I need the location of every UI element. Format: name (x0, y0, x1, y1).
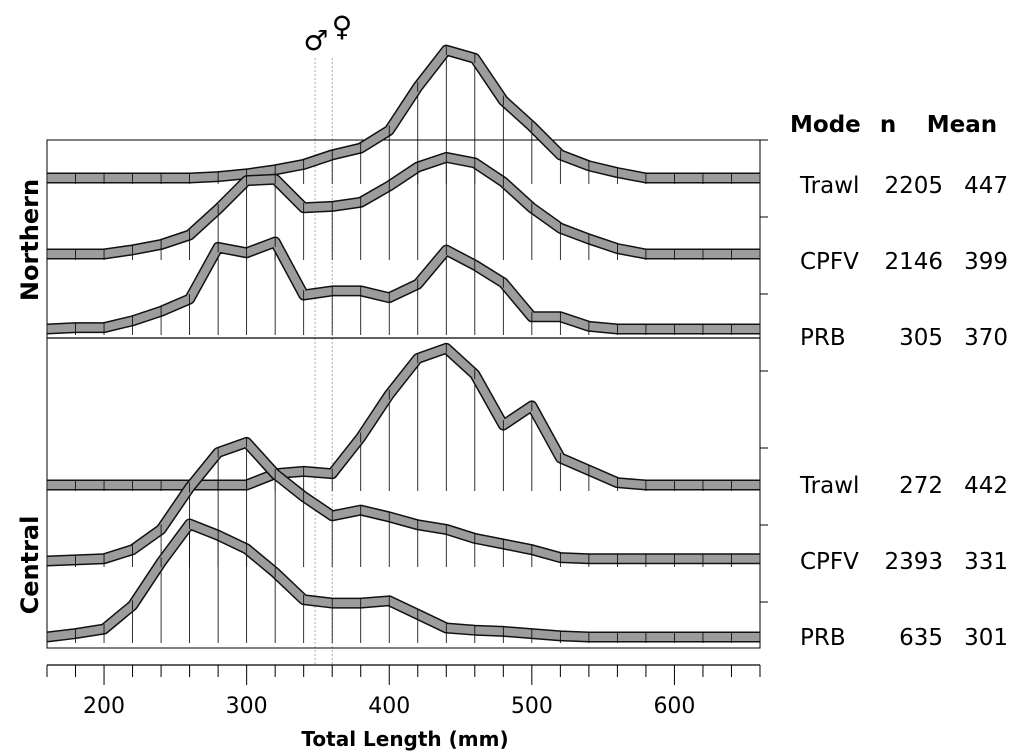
region-label-northern: Northern (16, 179, 44, 301)
series-band-fill (46, 520, 760, 641)
series-northern-cpfv (46, 151, 761, 260)
series-northern-prb (46, 236, 761, 335)
x-tick-label: 200 (83, 694, 125, 719)
series-band-fill (47, 46, 760, 182)
panel-frames (46, 139, 768, 649)
plot-frame (46, 139, 761, 649)
series-table: Mode n Mean Trawl 2205 447 CPFV 2146 399 PRB 30… (790, 112, 1008, 651)
table-mean: 301 (964, 625, 1008, 651)
table-n: 2393 (884, 549, 943, 575)
series-central-trawl (46, 342, 761, 491)
table-mode: CPFV (800, 249, 859, 275)
table-mean: 370 (964, 325, 1008, 351)
series-bands (46, 44, 761, 643)
table-n: 2146 (884, 249, 943, 275)
series-band-outline (47, 342, 760, 491)
series-band-fill (47, 153, 760, 258)
series-band-fill (47, 344, 760, 489)
table-mode: CPFV (800, 549, 859, 575)
table-n: 272 (899, 473, 943, 499)
table-n: 2205 (884, 173, 943, 199)
region-label-central: Central (16, 516, 44, 615)
series-band-fill (46, 238, 760, 333)
x-tick-label: 500 (511, 694, 553, 719)
header-mean: Mean (927, 112, 997, 138)
x-tick-label: 300 (226, 694, 268, 719)
series-central-cpfv (46, 436, 761, 567)
table-mode: PRB (800, 625, 846, 651)
table-mean: 399 (964, 249, 1008, 275)
table-mean: 442 (964, 473, 1008, 499)
x-tick-label: 600 (653, 694, 695, 719)
series-central-prb (46, 518, 761, 643)
table-mode: Trawl (799, 473, 859, 499)
series-band-outline (46, 436, 760, 567)
table-n: 305 (899, 325, 943, 351)
table-mean: 331 (964, 549, 1008, 575)
x-tick-label: 400 (368, 694, 410, 719)
table-mode: PRB (800, 325, 846, 351)
male-symbol: ♂ (303, 24, 328, 57)
x-axis-title: Total Length (mm) (301, 727, 508, 751)
table-mode: Trawl (799, 173, 859, 199)
female-symbol: ♀ (332, 10, 353, 43)
x-axis: 200 300 400 500 600 (46, 664, 761, 719)
table-n: 635 (899, 625, 943, 651)
sex-marker-lines (314, 58, 333, 665)
header-n: n (880, 112, 896, 138)
series-northern-trawl (46, 44, 761, 184)
header-mode: Mode (790, 112, 861, 138)
series-band-fill (46, 438, 760, 565)
table-mean: 447 (964, 173, 1008, 199)
